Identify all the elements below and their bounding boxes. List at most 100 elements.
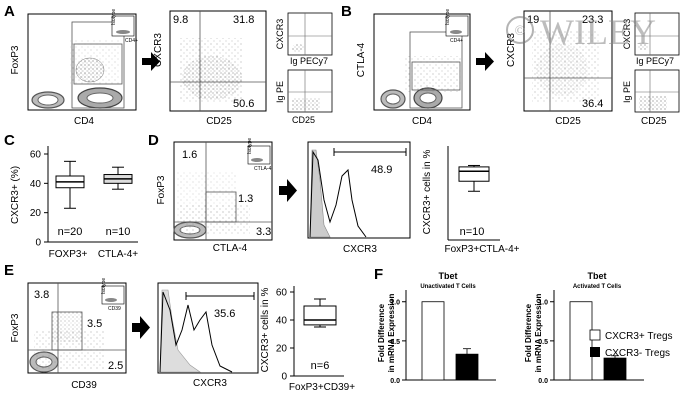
panel-e-dot-xlabel: CD39 xyxy=(71,380,97,391)
panel-f-left-bar-cxcr3-pos xyxy=(421,301,445,381)
panel-e-ytick-label: 60 xyxy=(276,288,288,299)
panel-f-right-bar-cxcr3-neg xyxy=(603,357,627,381)
panel-a-dotplot-1 xyxy=(27,13,137,111)
panel-a-inset-isotype: Isotype xyxy=(111,9,117,25)
panel-d-letter: D xyxy=(148,132,159,149)
panel-a-iso1-xlabel: Ig PECy7 xyxy=(290,56,328,66)
panel-a-q-ur: 31.8 xyxy=(233,14,254,26)
panel-b-iso1-xlabel: Ig PECy7 xyxy=(636,56,674,66)
panel-b-plot2-xlabel: CD25 xyxy=(555,116,581,127)
panel-d-q-mid: 1.3 xyxy=(238,193,253,205)
panel-a-iso-1 xyxy=(287,12,333,56)
panel-a-q-ul: 9.8 xyxy=(173,14,188,26)
panel-f-letter: F xyxy=(374,266,383,283)
panel-e-inset-isotype: Isotype xyxy=(101,278,107,294)
panel-e-letter: E xyxy=(4,262,14,279)
panel-d-dot-xlabel: CTLA-4 xyxy=(213,243,248,254)
panel-d-dotplot xyxy=(173,141,273,241)
panel-c-ytick-label: 20 xyxy=(30,208,42,219)
panel-c-n-label-2: n=10 xyxy=(106,226,131,238)
panel-e-inset-cd39: CD39 xyxy=(108,306,121,312)
panel-f-right-ytick-label: 1.0 xyxy=(538,300,548,307)
panel-d-arrow xyxy=(279,179,297,202)
panel-b-plot1-ylabel: CTLA-4 xyxy=(356,42,367,77)
panel-e-dotplot xyxy=(27,282,127,374)
panel-f-right-ylabel-2: in mRNA Expression xyxy=(534,293,543,372)
panel-c-letter: C xyxy=(4,132,15,149)
panel-b-plot2-ylabel: CXCR3 xyxy=(506,33,517,67)
legend-swatch-neg xyxy=(590,347,600,357)
panel-d-inset-ctla4: CTLA-4 xyxy=(254,166,271,172)
panel-a-inset-cd4: CD4+ xyxy=(125,38,138,44)
panel-a-iso2-xlabel: CD25 xyxy=(292,115,315,125)
panel-b-inset-cd4: CD4+ xyxy=(450,38,463,44)
panel-a-plot2-xlabel: CD25 xyxy=(206,116,232,127)
legend-label-neg: CXCR3- Tregs xyxy=(605,348,670,359)
panel-d-dot-ylabel: FoxP3 xyxy=(156,175,167,204)
panel-f-left-subtitle: Unactivated T Cells xyxy=(420,284,476,290)
panel-d-q-lr: 3.3 xyxy=(256,226,271,238)
panel-f-legend xyxy=(589,329,601,357)
panel-f-left-bar-cxcr3-neg xyxy=(455,353,479,381)
panel-a-plot2-ylabel: CXCR3 xyxy=(153,33,164,67)
panel-a-plot1-xlabel: CD4 xyxy=(74,116,94,127)
panel-d-q-ul: 1.6 xyxy=(182,149,197,161)
panel-f-right-ytick-label: 0.5 xyxy=(538,339,548,346)
panel-e-ytick-label: 20 xyxy=(276,344,288,355)
panel-f-left-ytick-label: 1.0 xyxy=(390,300,400,307)
panel-a-arrow xyxy=(142,52,160,71)
panel-b-inset-isotype: Isotype xyxy=(445,9,451,25)
panel-b-iso2-ylabel: Ig PE xyxy=(622,81,632,103)
panel-e-dot-ylabel: FoxP3 xyxy=(10,313,21,342)
panel-d-hist-gate: 48.9 xyxy=(371,164,392,176)
panel-e-q-lr: 2.5 xyxy=(108,360,123,372)
panel-e-ytick-label: 40 xyxy=(276,316,288,327)
panel-e-q-mid: 3.5 xyxy=(87,318,102,330)
panel-e-box-xlabel: FoxP3+CD39+ xyxy=(289,382,355,393)
box-iqr xyxy=(303,305,337,326)
panel-f-left-ylabel-2: in mRNA Expression xyxy=(387,293,396,372)
panel-f-right-chart: 0.0 0.5 1.0 xyxy=(538,290,644,385)
panel-c-ylabel: CXCR3+ (%) xyxy=(10,166,21,224)
svg-text:©: © xyxy=(515,24,526,39)
panel-e-histogram xyxy=(157,282,259,374)
panel-e-hist-gate: 35.6 xyxy=(214,308,235,320)
panel-c-box-2 xyxy=(103,166,133,190)
panel-e-arrow xyxy=(132,316,150,339)
panel-b-iso2-xlabel: CD25 xyxy=(641,116,667,127)
panel-d-box-xlabel: FoxP3+CTLA-4+ xyxy=(444,244,519,255)
wiley-watermark: © WILEY xyxy=(506,12,656,52)
panel-f-right-bar-cxcr3-pos xyxy=(569,301,593,381)
panel-a-letter: A xyxy=(4,3,15,20)
panel-b-letter: B xyxy=(341,3,352,20)
panel-a-iso-2 xyxy=(287,69,333,113)
legend-swatch-pos xyxy=(589,329,601,341)
panel-b-arrow xyxy=(476,52,494,71)
panel-c-ytick-label: 40 xyxy=(30,179,42,190)
panel-e-ytick-label: 0 xyxy=(281,372,287,383)
panel-c-n-label-1: n=20 xyxy=(58,226,83,238)
panel-f-right-subtitle: Activated T Cells xyxy=(573,284,622,290)
wiley-watermark-text: WILEY xyxy=(540,12,656,52)
panel-c-group-1: FOXP3+ xyxy=(49,249,88,260)
panel-f-left-title: Tbet xyxy=(439,271,458,281)
panel-a-q-lr: 50.6 xyxy=(233,98,254,110)
panel-a-iso2-ylabel: Ig PE xyxy=(275,81,285,103)
panel-e-box-n: n=6 xyxy=(311,360,330,372)
panel-f-left-ylabel-1: Fold Difference xyxy=(377,303,386,362)
panel-f-right-ylabel-1: Fold Difference xyxy=(524,303,533,362)
panel-c-group-2: CTLA-4+ xyxy=(98,249,138,260)
box-iqr xyxy=(458,166,490,182)
panel-d-hist-xlabel: CXCR3 xyxy=(343,244,377,255)
panel-f-right-ytick-label: 0.0 xyxy=(538,378,548,385)
panel-b-q-ur: 23.3 xyxy=(582,14,603,26)
panel-f-left-chart: 0.0 0.5 1.0 xyxy=(390,290,496,385)
panel-d-histogram xyxy=(307,141,411,239)
panel-c-boxplot: 0 20 40 60 xyxy=(30,146,138,249)
panel-a-plot1-ylabel: FoxP3 xyxy=(10,45,21,74)
panel-c-box-1 xyxy=(55,160,85,209)
panel-f-left-ytick-label: 0.0 xyxy=(390,378,400,385)
panel-a-dotplot-2 xyxy=(169,10,267,112)
panel-d-box-ylabel: CXCR3+ cells in % xyxy=(422,150,433,235)
